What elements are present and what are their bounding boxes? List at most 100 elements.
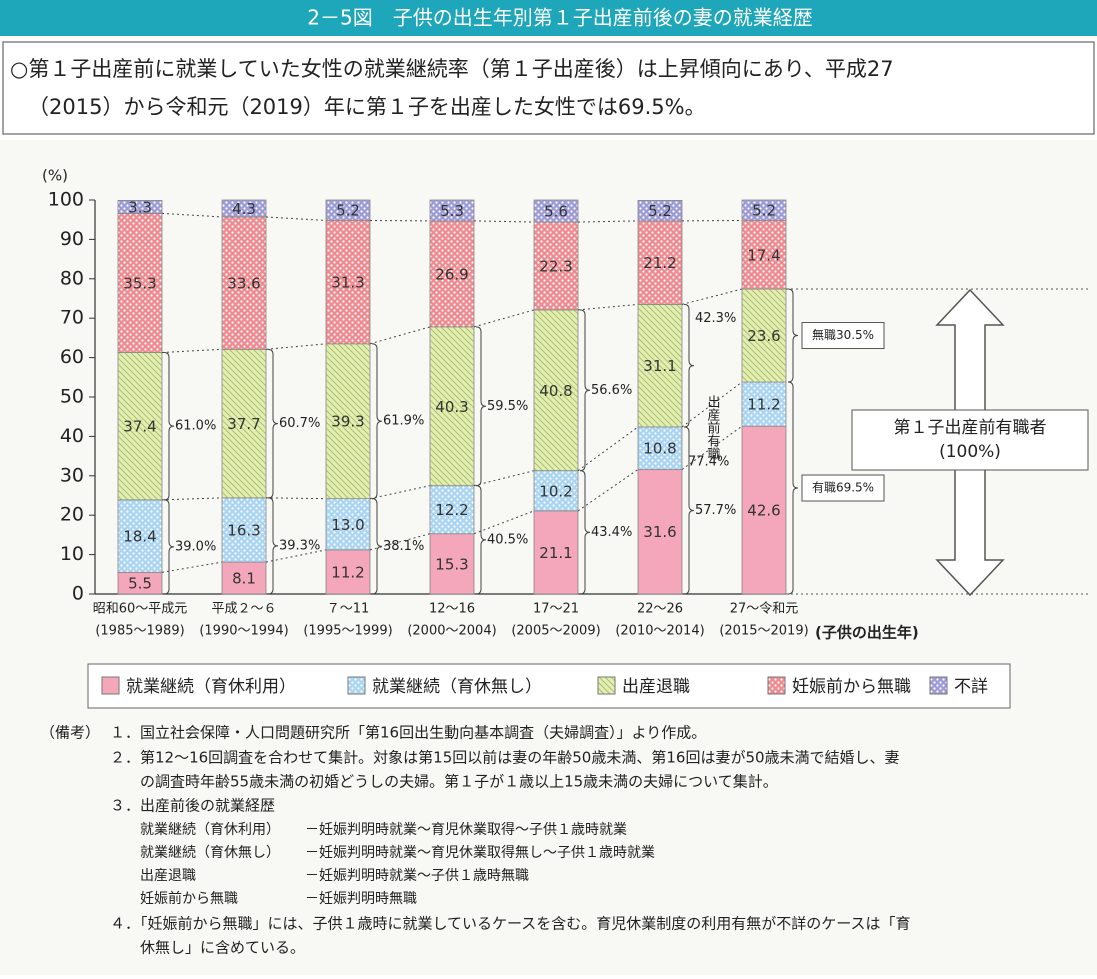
x-tick-label: 17～21	[533, 602, 579, 617]
data-label: 12.2	[435, 501, 468, 519]
definition-text: －妊娠判明時就業～育児休業取得～子供１歳時就業	[305, 821, 627, 838]
legend-swatch	[102, 677, 119, 694]
data-label: 11.2	[747, 396, 780, 414]
x-tick-label: 27～令和元	[730, 602, 799, 617]
y-tick-label: 20	[60, 504, 84, 526]
data-label: 31.1	[643, 357, 676, 375]
subtitle: ○第１子出産前に就業していた女性の就業継続率（第１子出産後）は上昇傾向にあり、平…	[10, 57, 894, 81]
definition-text: －妊娠判明時無職	[305, 891, 417, 907]
data-label: 35.3	[123, 274, 156, 292]
y-tick-label: 40	[60, 425, 84, 447]
data-label: 18.4	[123, 528, 156, 546]
data-label: 8.1	[232, 570, 256, 588]
data-label: 21.2	[643, 254, 676, 272]
data-label: 4.3	[232, 200, 256, 218]
data-label: 31.6	[643, 523, 676, 541]
data-label: 5.6	[544, 203, 568, 221]
definition-term: 出産退職	[140, 868, 196, 884]
definition-term: 就業継続（育休無し）	[140, 844, 280, 861]
x-tick-label: ７～11	[327, 602, 370, 617]
data-label: 42.6	[747, 502, 780, 520]
data-label: 37.4	[123, 418, 156, 436]
legend-label: 就業継続（育休利用）	[126, 677, 296, 697]
x-tick-label: (1995～1999)	[303, 624, 392, 639]
brace-label: 有職69.5%	[812, 481, 874, 495]
annotation: 出産前有職	[705, 395, 721, 460]
x-tick-label: 昭和60～平成元	[93, 602, 188, 617]
y-axis-label: (%)	[42, 167, 68, 185]
x-tick-label: (1990～1994)	[199, 624, 288, 639]
brace-label: 43.4%	[591, 525, 632, 540]
x-tick-label: 12～16	[429, 602, 475, 617]
data-label: 10.8	[643, 440, 676, 458]
note: １．国立社会保障・人口問題研究所「第16回出生動向基本調査（夫婦調査）」より作成…	[110, 724, 706, 742]
data-label: 33.6	[227, 275, 260, 293]
x-axis-label: (子供の出生年)	[815, 624, 919, 642]
y-tick-label: 70	[60, 307, 84, 329]
x-tick-label: (2005～2009)	[511, 624, 600, 639]
brace-label: 61.0%	[175, 419, 216, 434]
brace-label: 40.5%	[487, 532, 528, 547]
note: ４．「妊娠前から無職」には、子供１歳時に就業しているケースを含む。育児休業制度の…	[110, 915, 911, 933]
arrow-box-text: 第１子出産前有職者	[894, 418, 1047, 438]
x-tick-label: (1985～1989)	[95, 624, 184, 639]
data-label: 10.2	[539, 482, 572, 500]
data-label: 37.7	[227, 415, 260, 433]
legend-swatch	[348, 677, 365, 694]
notes-label: （備考）	[40, 724, 100, 742]
legend-label: 妊娠前から無職	[792, 677, 911, 697]
definition-text: －妊娠判明時就業～子供１歳時無職	[305, 868, 529, 884]
data-label: 16.3	[227, 521, 260, 539]
legend-swatch	[598, 677, 615, 694]
x-tick-label: (2015～2019)	[719, 624, 808, 639]
data-label: 5.2	[752, 202, 776, 220]
x-tick-label: 平成２～６	[211, 602, 276, 617]
brace-label: 無職30.5%	[812, 327, 874, 342]
note: の調査時年齢55歳未満の初婚どうしの夫婦。第１子が１歳以上15歳未満の夫婦につい…	[140, 773, 778, 791]
data-label: 23.6	[747, 327, 780, 345]
brace-label: 61.9%	[383, 414, 424, 429]
note: ３．出産前後の就業経歴	[110, 797, 275, 815]
definition-text: －妊娠判明時就業～育児休業取得無し～子供１歳時就業	[305, 844, 655, 861]
y-tick-label: 80	[60, 267, 84, 289]
annotation: 77.4%	[688, 455, 729, 470]
data-label: 40.3	[435, 398, 468, 416]
data-label: 40.8	[539, 382, 572, 400]
y-tick-label: 10	[60, 543, 84, 565]
brace-label: 59.5%	[487, 399, 528, 414]
legend-swatch	[930, 677, 947, 694]
data-label: 11.2	[331, 563, 364, 581]
arrow-box-text: (100%)	[939, 442, 1001, 462]
data-label: 5.2	[336, 202, 360, 220]
x-tick-label: 22～26	[637, 602, 683, 617]
definition-term: 就業継続（育休利用）	[140, 821, 280, 838]
y-tick-label: 90	[60, 228, 84, 250]
y-tick-label: 0	[72, 583, 84, 605]
legend-label: 就業継続（育休無し）	[372, 677, 542, 697]
data-label: 21.1	[539, 544, 572, 562]
subtitle: （2015）から令和元（2019）年に第１子を出産した女性では69.5%。	[28, 95, 706, 119]
x-tick-label: (2000～2004)	[407, 624, 496, 639]
brace-label: 42.3%	[695, 311, 736, 326]
legend-label: 出産退職	[622, 677, 690, 697]
y-tick-label: 50	[60, 386, 84, 408]
data-label: 13.0	[331, 516, 364, 534]
definition-term: 妊娠前から無職	[140, 890, 238, 907]
data-label: 5.2	[648, 202, 672, 220]
brace-label: 39.0%	[175, 539, 216, 554]
subtitle-box	[3, 42, 1094, 134]
data-label: 39.3	[331, 413, 364, 431]
data-label: 5.3	[440, 202, 464, 220]
brace-label: 57.7%	[695, 503, 736, 518]
y-tick-label: 60	[60, 346, 84, 368]
data-label: 22.3	[539, 257, 572, 275]
data-label: 5.5	[128, 575, 152, 593]
brace-label: 39.3%	[279, 538, 320, 553]
data-label: 31.3	[331, 274, 364, 292]
note: ２．第12～16回調査を合わせて集計。対象は第15回以前は妻の年齢50歳未満、第…	[110, 749, 900, 767]
y-tick-label: 100	[48, 189, 84, 211]
note: 休無し」に含めている。	[140, 939, 305, 957]
brace-label: 56.6%	[591, 383, 632, 398]
data-label: 15.3	[435, 555, 468, 573]
